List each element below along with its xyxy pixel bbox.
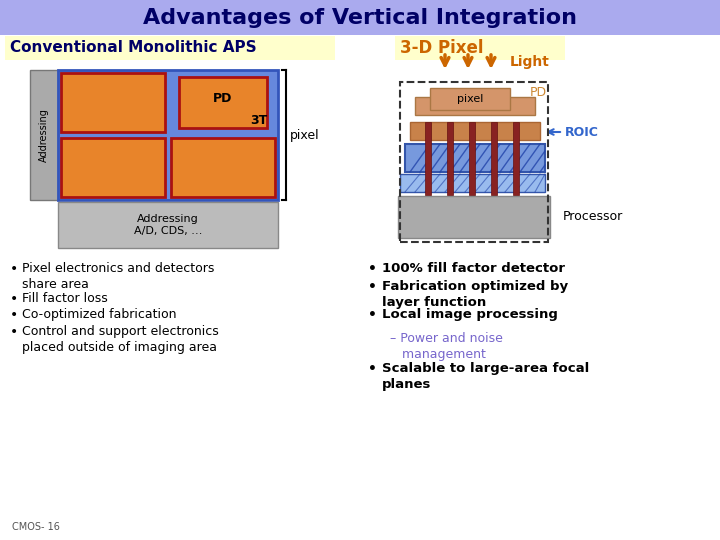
- Bar: [61, 138, 165, 197]
- Bar: [400, 174, 545, 192]
- Text: Advantages of Vertical Integration: Advantages of Vertical Integration: [143, 8, 577, 28]
- Text: Fill factor loss: Fill factor loss: [22, 292, 108, 305]
- Text: Scalable to large-area focal
planes: Scalable to large-area focal planes: [382, 362, 589, 391]
- Text: Co-optimized fabrication: Co-optimized fabrication: [22, 308, 176, 321]
- Bar: [395, 36, 565, 60]
- Bar: [398, 196, 550, 238]
- Text: •: •: [10, 262, 18, 276]
- Text: PD: PD: [213, 92, 233, 105]
- Bar: [430, 88, 510, 110]
- Text: ROIC: ROIC: [565, 125, 599, 138]
- Bar: [58, 202, 278, 248]
- Text: •: •: [368, 308, 377, 322]
- Text: 100% fill factor detector: 100% fill factor detector: [382, 262, 565, 275]
- Bar: [513, 122, 519, 195]
- Text: •: •: [368, 280, 377, 294]
- Bar: [171, 73, 275, 132]
- Text: •: •: [368, 262, 377, 276]
- Bar: [405, 144, 545, 172]
- Text: 3T: 3T: [250, 114, 267, 127]
- Text: Control and support electronics
placed outside of imaging area: Control and support electronics placed o…: [22, 325, 219, 354]
- Text: – Power and noise
   management: – Power and noise management: [390, 332, 503, 361]
- Bar: [179, 77, 267, 128]
- Bar: [400, 82, 548, 242]
- Bar: [425, 122, 431, 195]
- Bar: [447, 122, 453, 195]
- Text: Addressing
A/D, CDS, …: Addressing A/D, CDS, …: [134, 214, 202, 236]
- Text: Addressing: Addressing: [39, 108, 49, 162]
- Bar: [58, 70, 278, 200]
- Text: Light: Light: [510, 55, 550, 69]
- Text: Pixel electronics and detectors
share area: Pixel electronics and detectors share ar…: [22, 262, 215, 291]
- Text: PD: PD: [530, 85, 547, 98]
- Text: •: •: [10, 308, 18, 322]
- Bar: [0, 0, 720, 35]
- Text: Fabrication optimized by
layer function: Fabrication optimized by layer function: [382, 280, 568, 309]
- Bar: [61, 73, 165, 132]
- Text: CMOS- 16: CMOS- 16: [12, 522, 60, 532]
- Bar: [171, 138, 275, 197]
- Text: 3-D Pixel: 3-D Pixel: [400, 39, 484, 57]
- Text: Conventional Monolithic APS: Conventional Monolithic APS: [10, 40, 256, 56]
- Bar: [5, 36, 335, 60]
- Text: •: •: [10, 292, 18, 306]
- Bar: [410, 122, 540, 140]
- Text: pixel: pixel: [456, 94, 483, 104]
- Text: Processor: Processor: [563, 211, 624, 224]
- Text: •: •: [368, 362, 377, 376]
- Bar: [415, 97, 535, 115]
- Bar: [30, 70, 58, 200]
- Text: pixel: pixel: [290, 129, 320, 141]
- Text: Local image processing: Local image processing: [382, 308, 558, 321]
- Bar: [469, 122, 475, 195]
- Text: •: •: [10, 325, 18, 339]
- Bar: [491, 122, 497, 195]
